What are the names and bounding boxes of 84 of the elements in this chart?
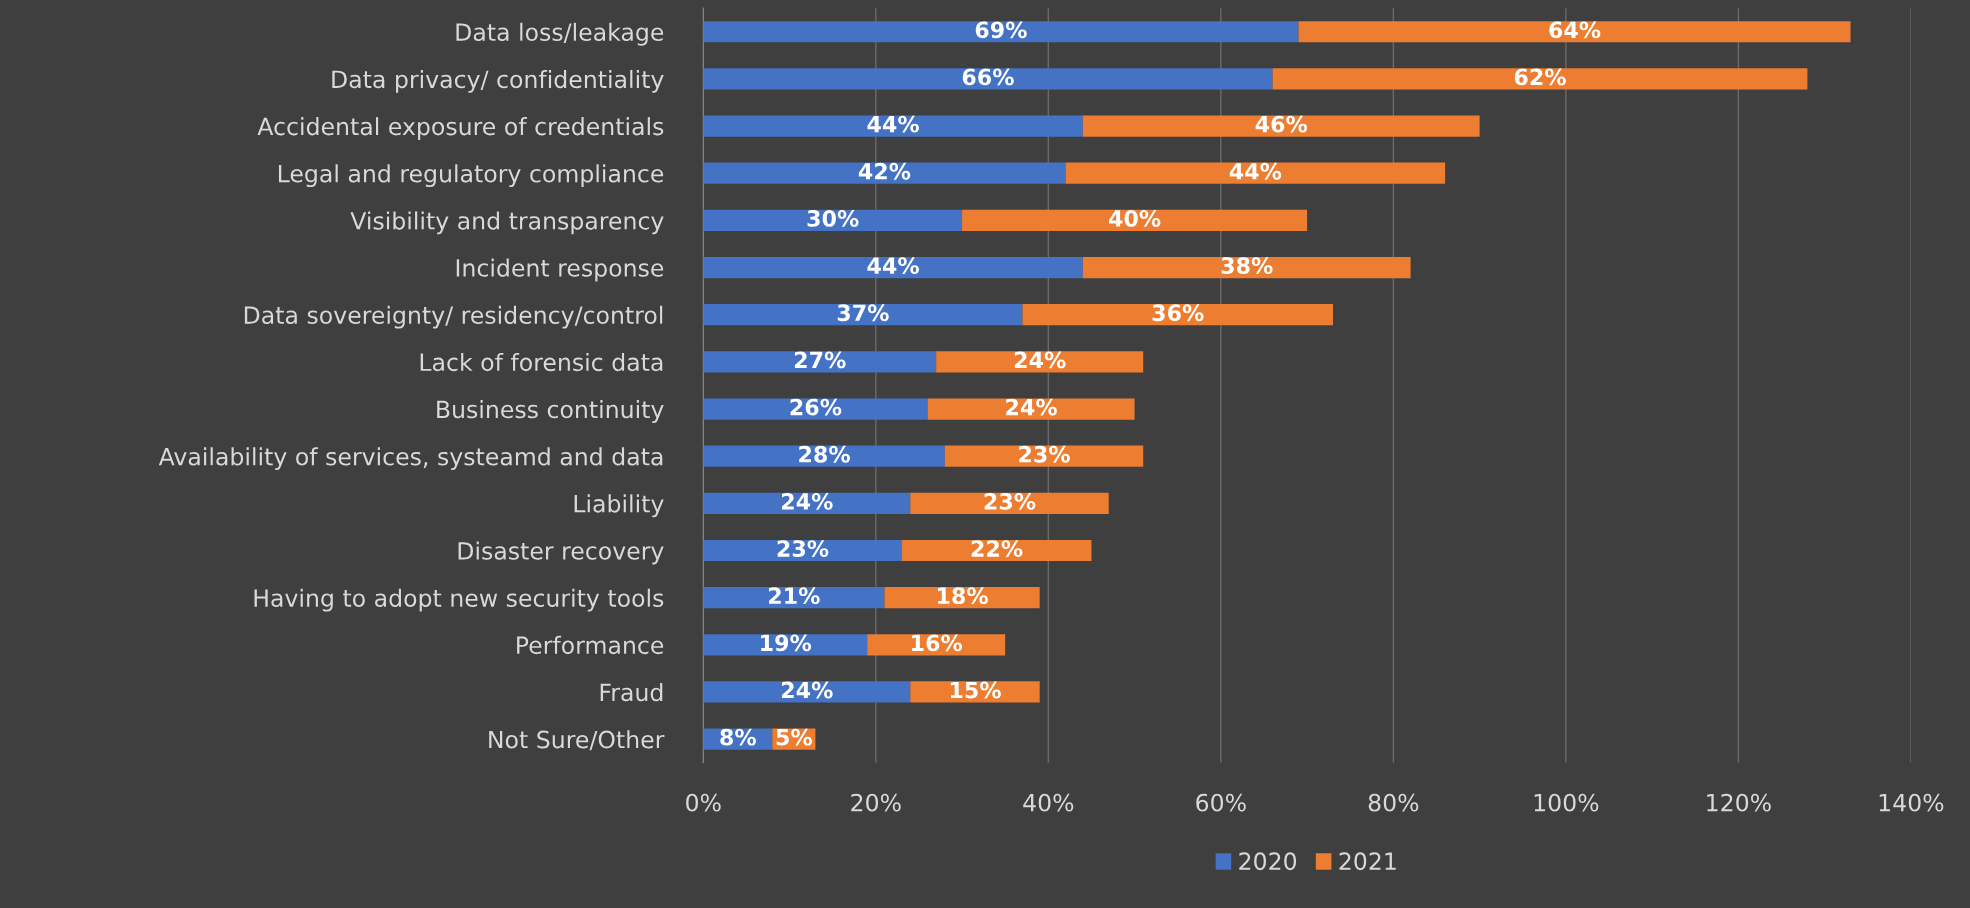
y-tick-label: Performance (517, 635, 664, 655)
bar (910, 681, 1040, 703)
x-tick-label: 20% (851, 793, 901, 812)
bar (703, 256, 1083, 279)
y-tick-label: Liability (574, 494, 664, 518)
data-label: 19% (761, 634, 812, 652)
data-label: 62% (1514, 68, 1566, 86)
bar (703, 21, 1299, 43)
data-label: 30% (807, 210, 859, 227)
data-label: 24% (781, 681, 833, 699)
bar (703, 162, 1066, 184)
bar (927, 398, 1135, 420)
data-label: 24% (1006, 398, 1057, 416)
y-tick-label: Data sovereignty/ residency/control (244, 305, 663, 329)
data-label: 44% (867, 115, 919, 133)
data-label: 40% (1108, 210, 1161, 227)
data-label: 42% (858, 162, 911, 180)
data-label: 24% (781, 492, 833, 510)
data-label: 21% (769, 587, 820, 605)
y-tick-label: Lack of forensic data (420, 352, 663, 372)
y-tick-label: Not Sure/Other (489, 730, 665, 751)
legend-label: 2020 (1239, 852, 1297, 871)
data-label: 66% (962, 68, 1014, 86)
data-label: 26% (790, 398, 842, 416)
bar (1065, 162, 1446, 184)
bar (944, 445, 1144, 467)
x-tick-label: 40% (1023, 793, 1074, 812)
data-label: 5% (776, 728, 813, 746)
data-label: 22% (971, 540, 1023, 557)
bar (1298, 21, 1851, 43)
bar (901, 539, 1092, 562)
bar (1082, 115, 1480, 137)
y-tick-label: Accidental exposure of credentials (257, 117, 664, 140)
bar (1272, 68, 1808, 90)
data-label: 24% (1014, 351, 1066, 369)
bar (910, 492, 1109, 514)
y-tick-label: Availability of services, systeamd and data (158, 447, 663, 471)
x-tick-label: 140% (1879, 793, 1944, 812)
y-tick-label: Incident response (456, 258, 664, 282)
bar (703, 398, 928, 420)
data-label: 16% (912, 634, 963, 652)
data-label: 64% (1549, 21, 1601, 39)
data-label: 18% (937, 587, 988, 605)
data-label: 23% (1019, 445, 1070, 463)
bar (703, 351, 937, 373)
data-label: 44% (867, 257, 919, 274)
data-label: 23% (984, 492, 1036, 510)
data-label: 15% (950, 681, 1001, 699)
bar (936, 351, 1144, 373)
bar (962, 209, 1308, 231)
data-label: 8% (720, 728, 756, 746)
y-tick-label: Disaster recovery (458, 541, 664, 565)
y-tick-label: Fraud (600, 683, 663, 702)
data-label: 69% (975, 21, 1027, 39)
data-label: 38% (1221, 257, 1273, 274)
y-tick-label: Visibility and transparency (350, 211, 664, 235)
x-tick-label: 60% (1196, 793, 1246, 812)
legend-label: 2021 (1339, 852, 1396, 871)
x-tick-label: 120% (1707, 793, 1771, 812)
y-tick-label: Business continuity (437, 400, 664, 423)
data-label: 27% (794, 351, 846, 369)
y-tick-label: Having to adopt new security tools (254, 588, 664, 612)
data-label: 44% (1229, 162, 1282, 180)
data-label: 28% (799, 445, 850, 463)
bar (703, 492, 911, 514)
bar (703, 68, 1273, 90)
bar (703, 681, 911, 703)
bar (1022, 304, 1333, 326)
bar (703, 304, 1023, 326)
x-tick-label: 80% (1368, 793, 1419, 812)
data-label: 23% (777, 540, 829, 557)
data-label: 37% (837, 304, 889, 322)
data-label: 36% (1152, 304, 1204, 322)
bar (703, 445, 945, 467)
x-tick-label: 0% (686, 793, 721, 812)
bar (1082, 256, 1411, 279)
bar (703, 209, 963, 231)
data-label: 46% (1255, 115, 1308, 133)
bar (703, 539, 902, 562)
y-tick-label: Data privacy/ confidentiality (332, 69, 664, 93)
x-tick-label: 100% (1534, 793, 1599, 812)
bar (703, 115, 1083, 137)
y-tick-label: Legal and regulatory compliance (278, 164, 664, 188)
y-tick-label: Data loss/leakage (456, 22, 664, 46)
